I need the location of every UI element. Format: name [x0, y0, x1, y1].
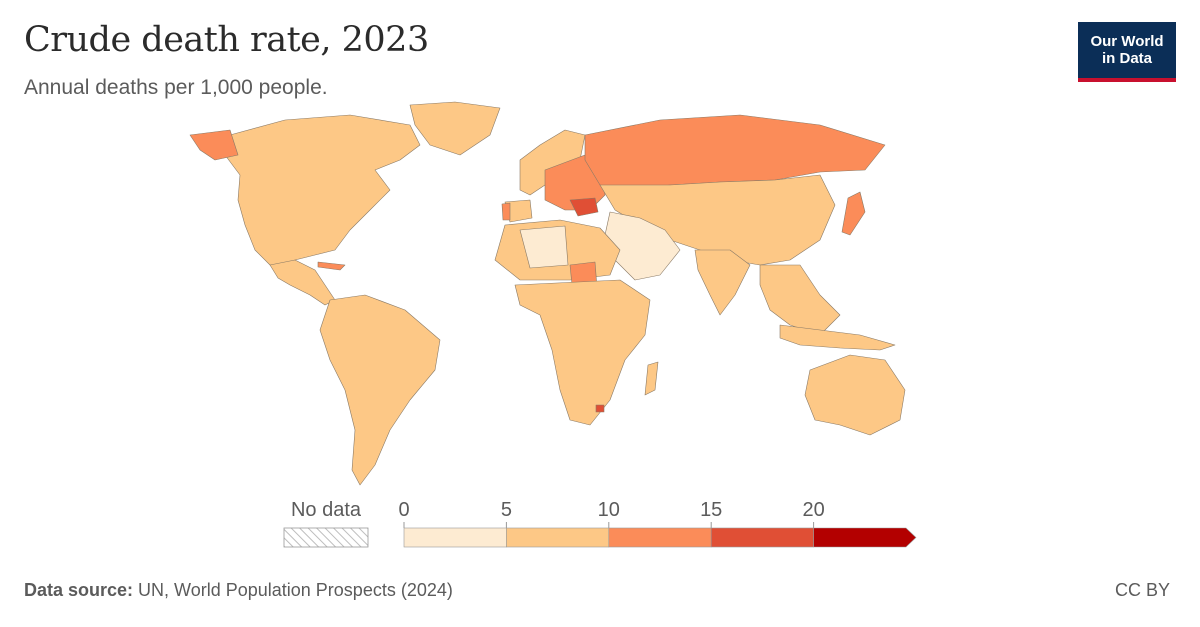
region-africa-south [514, 279, 651, 426]
legend-bin-3 [710, 527, 814, 548]
legend-bin-0 [403, 527, 507, 548]
region-madagascar [644, 361, 659, 396]
chart-title: Crude death rate, 2023 [24, 20, 429, 60]
owid-logo[interactable]: Our World in Data [1078, 22, 1176, 82]
logo-line-1: Our World [1090, 33, 1164, 50]
region-balkans [569, 197, 599, 217]
region-cuba [317, 261, 346, 271]
data-source-label: Data source: [24, 580, 134, 600]
legend-tick-label-2: 10 [598, 499, 620, 521]
region-alaska [189, 129, 239, 161]
region-japan [841, 191, 866, 236]
region-southeast-asia [759, 264, 841, 336]
legend-bin-1 [506, 527, 610, 548]
legend-tick-label-3: 15 [700, 499, 722, 521]
legend-tick-label-0: 0 [398, 499, 409, 521]
chart-subtitle: Annual deaths per 1,000 people. [24, 76, 328, 99]
region-sahara [519, 225, 569, 269]
region-lesotho [595, 404, 605, 413]
region-south-america [319, 294, 441, 486]
world-map[interactable] [120, 100, 920, 490]
region-russia [584, 114, 886, 191]
data-source-text: UN, World Population Prospects (2024) [133, 580, 453, 600]
legend-tick-label-1: 5 [501, 499, 512, 521]
legend-bin-2 [608, 527, 712, 548]
region-australia [804, 354, 906, 436]
legend-no-data-label: No data [291, 499, 362, 521]
region-portugal [501, 202, 511, 221]
data-source: Data source: UN, World Population Prospe… [24, 580, 453, 601]
region-north-america [224, 114, 421, 276]
license-link[interactable]: CC BY [1114, 580, 1170, 600]
region-indonesia [779, 324, 896, 351]
legend-tick-label-4: 20 [802, 499, 824, 521]
region-greenland [409, 101, 501, 156]
region-india [694, 249, 751, 316]
logo-line-2: in Data [1101, 50, 1152, 67]
legend-no-data-swatch [283, 527, 369, 548]
legend-bin-4 [813, 527, 917, 548]
